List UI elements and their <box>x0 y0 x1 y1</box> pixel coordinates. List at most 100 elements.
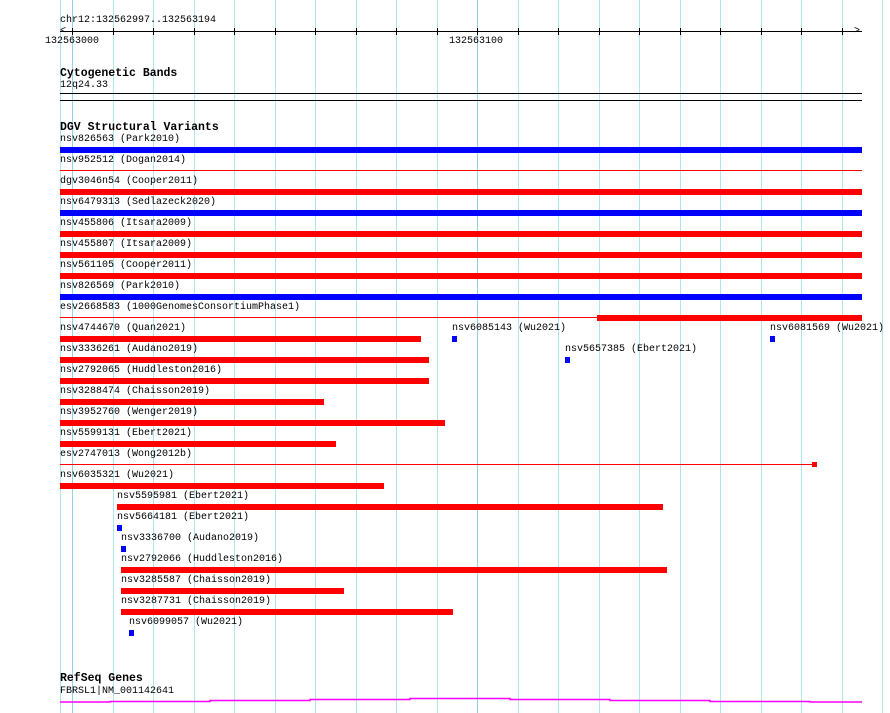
sv-feature-bar[interactable] <box>60 189 862 195</box>
sv-feature-bar[interactable] <box>452 336 457 342</box>
sv-label[interactable]: nsv3336261 (Audano2019) <box>60 344 199 355</box>
ruler-tick <box>396 28 397 35</box>
grid-line <box>234 0 235 713</box>
sv-feature-bar[interactable] <box>121 609 453 615</box>
ruler-tick <box>72 28 73 35</box>
sv-feature-bar[interactable] <box>60 317 862 318</box>
sv-feature-bar[interactable] <box>60 378 429 384</box>
sv-feature-bar[interactable] <box>60 483 384 489</box>
sv-feature-bar[interactable] <box>60 357 429 363</box>
sv-feature-bar[interactable] <box>121 546 126 552</box>
grid-line <box>882 0 883 713</box>
grid-line <box>437 0 438 713</box>
sv-label[interactable]: nsv3288474 (Chaisson2019) <box>60 386 211 397</box>
sv-label[interactable]: nsv2792066 (Huddleston2016) <box>121 554 284 565</box>
sv-label[interactable]: esv2668583 (1000GenomesConsortiumPhase1) <box>60 302 301 313</box>
sv-feature-bar[interactable] <box>60 273 862 279</box>
grid-line <box>315 0 316 713</box>
track-divider <box>60 100 862 101</box>
ruler-tick <box>234 28 235 35</box>
sv-feature-bar[interactable] <box>121 588 344 594</box>
sv-feature-bar[interactable] <box>60 464 815 465</box>
sv-label[interactable]: nsv6099057 (Wu2021) <box>129 617 244 628</box>
sv-label[interactable]: nsv6081569 (Wu2021) <box>770 323 885 334</box>
sv-label[interactable]: esv2747013 (Wong2012b) <box>60 449 193 460</box>
dgv-track-title[interactable]: DGV Structural Variants <box>60 121 219 134</box>
ruler-tick <box>477 28 478 35</box>
ruler-tick-label: 132563100 <box>449 36 504 47</box>
sv-label[interactable]: nsv5599131 (Ebert2021) <box>60 428 193 439</box>
cytoband-bar[interactable] <box>60 93 862 94</box>
sv-label[interactable]: nsv5664181 (Ebert2021) <box>117 512 250 523</box>
sv-label[interactable]: nsv2792065 (Huddleston2016) <box>60 365 223 376</box>
ruler-tick <box>315 28 316 35</box>
sv-label[interactable]: nsv6085143 (Wu2021) <box>452 323 567 334</box>
sv-label[interactable]: nsv3336700 (Audano2019) <box>121 533 260 544</box>
sv-label[interactable]: nsv455807 (Itsara2009) <box>60 239 193 250</box>
sv-feature-bar[interactable] <box>60 147 862 153</box>
sv-feature-bar[interactable] <box>60 210 862 216</box>
sv-feature-bar[interactable] <box>60 399 324 405</box>
ruler-line <box>60 31 862 32</box>
ruler-left-arrow-icon[interactable]: < <box>60 26 67 37</box>
sv-label[interactable]: nsv455806 (Itsara2009) <box>60 218 193 229</box>
ruler-tick <box>275 28 276 35</box>
ruler-right-arrow-icon[interactable]: > <box>854 26 861 37</box>
ruler-tick <box>639 28 640 35</box>
sv-label[interactable]: nsv5595981 (Ebert2021) <box>117 491 250 502</box>
grid-line <box>761 0 762 713</box>
grid-line <box>639 0 640 713</box>
ruler-tick <box>113 28 114 35</box>
sv-feature-bar[interactable] <box>597 315 862 321</box>
ruler-tick <box>599 28 600 35</box>
cytoband-track-title[interactable]: Cytogenetic Bands <box>60 67 178 80</box>
sv-feature-bar[interactable] <box>812 462 817 467</box>
sv-label[interactable]: nsv6479313 (Sedlazeck2020) <box>60 197 217 208</box>
sv-feature-bar[interactable] <box>60 170 862 171</box>
ruler-tick <box>801 28 802 35</box>
sv-label[interactable]: nsv3287731 (Chaisson2019) <box>121 596 272 607</box>
grid-line <box>720 0 721 713</box>
grid-line <box>153 0 154 713</box>
ruler-tick <box>356 28 357 35</box>
gene-model[interactable] <box>0 690 890 710</box>
ruler-tick <box>558 28 559 35</box>
grid-line <box>113 0 114 713</box>
sv-label[interactable]: nsv952512 (Dogan2014) <box>60 155 187 166</box>
sv-feature-bar[interactable] <box>60 420 445 426</box>
sv-feature-bar[interactable] <box>60 441 336 447</box>
grid-line <box>558 0 559 713</box>
ruler-tick <box>194 28 195 35</box>
ruler-tick-label: 132563000 <box>45 36 100 47</box>
cytoband-label: 12q24.33 <box>60 80 109 91</box>
grid-line <box>842 0 843 713</box>
sv-label[interactable]: nsv561105 (Cooper2011) <box>60 260 193 271</box>
ruler-tick <box>680 28 681 35</box>
refseq-track-title[interactable]: RefSeq Genes <box>60 672 143 685</box>
sv-feature-bar[interactable] <box>129 630 134 636</box>
sv-label[interactable]: nsv3285587 (Chaisson2019) <box>121 575 272 586</box>
gene-label[interactable]: FBRSL1|NM_001142641 <box>60 686 175 697</box>
sv-feature-bar[interactable] <box>60 294 862 300</box>
sv-feature-bar[interactable] <box>60 252 862 258</box>
sv-feature-bar[interactable] <box>60 231 862 237</box>
sv-label[interactable]: nsv826563 (Park2010) <box>60 134 181 145</box>
sv-feature-bar[interactable] <box>121 567 667 573</box>
sv-feature-bar[interactable] <box>770 336 775 342</box>
sv-label[interactable]: nsv5657385 (Ebert2021) <box>565 344 698 355</box>
ruler-tick <box>842 28 843 35</box>
ruler-tick <box>153 28 154 35</box>
sv-feature-bar[interactable] <box>117 525 122 531</box>
ruler-tick <box>761 28 762 35</box>
sv-label[interactable]: nsv826569 (Park2010) <box>60 281 181 292</box>
sv-feature-bar[interactable] <box>565 357 570 363</box>
sv-label[interactable]: nsv4744670 (Quan2021) <box>60 323 187 334</box>
ruler-tick <box>518 28 519 35</box>
grid-line <box>801 0 802 713</box>
grid-line <box>194 0 195 713</box>
sv-label[interactable]: nsv3952760 (Wenger2019) <box>60 407 199 418</box>
sv-label[interactable]: nsv6035321 (Wu2021) <box>60 470 175 481</box>
sv-feature-bar[interactable] <box>117 504 663 510</box>
sv-feature-bar[interactable] <box>60 336 421 342</box>
sv-label[interactable]: dgv3046n54 (Cooper2011) <box>60 176 199 187</box>
